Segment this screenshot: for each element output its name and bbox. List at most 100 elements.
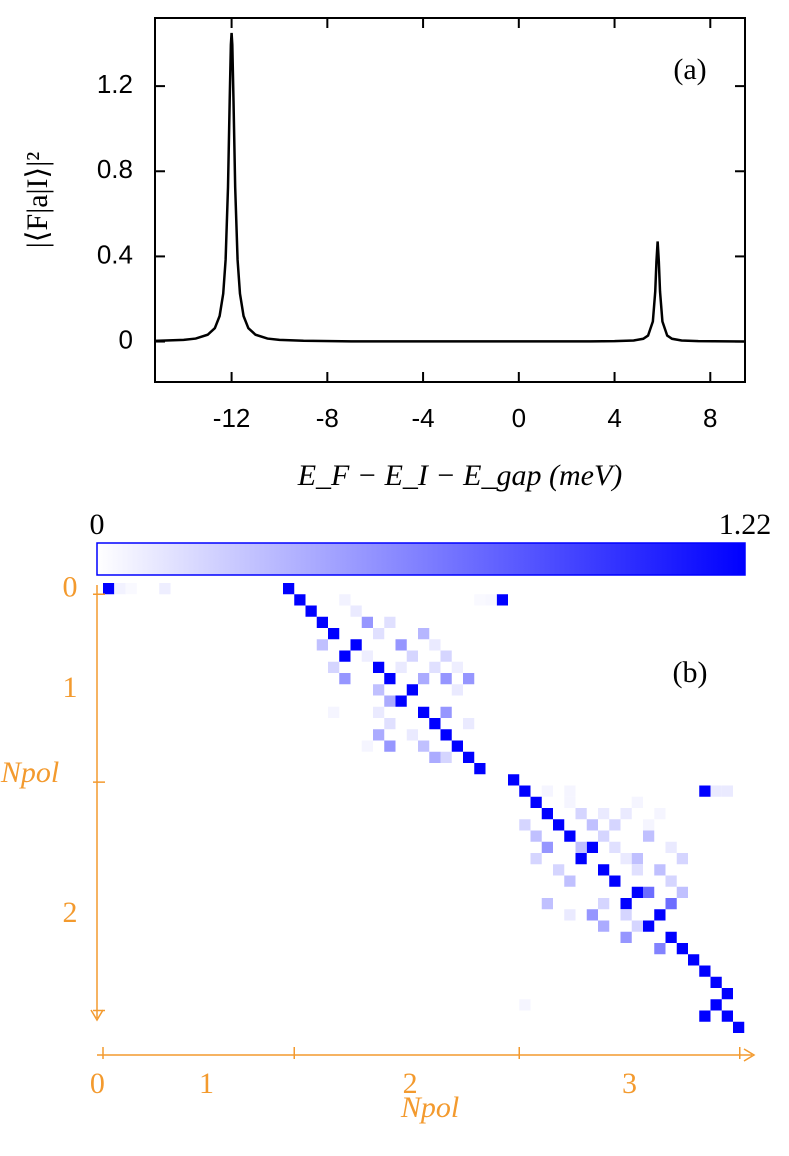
cell (328, 628, 340, 640)
cell (665, 875, 677, 887)
cell (114, 583, 126, 595)
cell (631, 886, 643, 898)
y-tick-label: 0.4 (97, 239, 133, 269)
cell (496, 594, 508, 606)
cell (103, 583, 115, 595)
cell (643, 886, 655, 898)
cell (395, 639, 407, 651)
cell (631, 853, 643, 865)
cell (339, 594, 351, 606)
cell (519, 999, 531, 1011)
plot-frame (154, 17, 746, 383)
cell (350, 605, 362, 617)
cell (721, 988, 733, 1000)
cell (564, 796, 576, 808)
cell (429, 639, 441, 651)
cell (440, 729, 452, 741)
y-tick-label: 2 (63, 896, 78, 929)
cell (384, 673, 396, 685)
cell (373, 628, 385, 640)
cell (406, 650, 418, 662)
cell (564, 830, 576, 842)
cell (463, 751, 475, 763)
cell (373, 684, 385, 696)
y-tick-label: 0 (63, 571, 78, 604)
cell (418, 740, 430, 752)
y-axis-label: Npol (0, 756, 59, 789)
cell (564, 909, 576, 921)
cell (654, 943, 666, 955)
cell (305, 605, 317, 617)
cell (620, 898, 632, 910)
cell (440, 650, 452, 662)
cell (440, 673, 452, 685)
cell (654, 864, 666, 876)
cell (631, 796, 643, 808)
x-tick-label: 2 (403, 1067, 418, 1100)
cell (294, 594, 306, 606)
cell (418, 628, 430, 640)
cell (541, 808, 553, 820)
cell (598, 864, 610, 876)
cell (451, 684, 463, 696)
cell (553, 819, 565, 831)
cell (564, 875, 576, 887)
cell (463, 673, 475, 685)
x-axis-label: Npol (400, 1091, 459, 1124)
cell (451, 740, 463, 752)
cell (541, 785, 553, 797)
cell (699, 965, 711, 977)
y-axis-label: |⟨F|a|I⟩|² (21, 152, 54, 248)
x-tick-label: 4 (607, 403, 621, 433)
cell (373, 706, 385, 718)
cell (530, 853, 542, 865)
x-tick-label: -4 (412, 403, 435, 433)
cell (519, 785, 531, 797)
cell (598, 830, 610, 842)
x-tick-label: -8 (316, 403, 339, 433)
cell (508, 774, 520, 786)
line (154, 32, 746, 343)
cell (406, 729, 418, 741)
cell (328, 706, 340, 718)
cell (429, 718, 441, 730)
cell (373, 729, 385, 741)
cell (676, 853, 688, 865)
cell (541, 841, 553, 853)
cell (316, 639, 328, 651)
cell (665, 931, 677, 943)
cell (429, 661, 441, 673)
cell (361, 650, 373, 662)
cell (586, 819, 598, 831)
cell (643, 830, 655, 842)
x-arrow (743, 1048, 756, 1062)
x-tick-label: -12 (213, 403, 251, 433)
cell (586, 841, 598, 853)
cell (406, 684, 418, 696)
cell (575, 808, 587, 820)
x-tick-label: 8 (703, 403, 717, 433)
cell (688, 954, 700, 966)
panel-label: (b) (673, 656, 708, 689)
cell (530, 796, 542, 808)
panel-label: (a) (673, 53, 706, 86)
x-tick-label: 3 (622, 1067, 637, 1100)
cell (654, 808, 666, 820)
y-tick-label: 1 (63, 671, 78, 704)
cell (721, 1010, 733, 1022)
cell (463, 718, 475, 730)
x-axis-label: E_F − E_I − E_gap (meV) (297, 459, 623, 492)
y-tick-label: 0.8 (97, 154, 133, 184)
cell (328, 661, 340, 673)
cell (519, 819, 531, 831)
colorbar (96, 542, 746, 576)
cell (676, 886, 688, 898)
cell (598, 808, 610, 820)
cell (395, 661, 407, 673)
cell (598, 898, 610, 910)
cell (361, 740, 373, 752)
y-arrow (90, 1009, 104, 1022)
cell (474, 594, 486, 606)
cell (620, 853, 632, 865)
